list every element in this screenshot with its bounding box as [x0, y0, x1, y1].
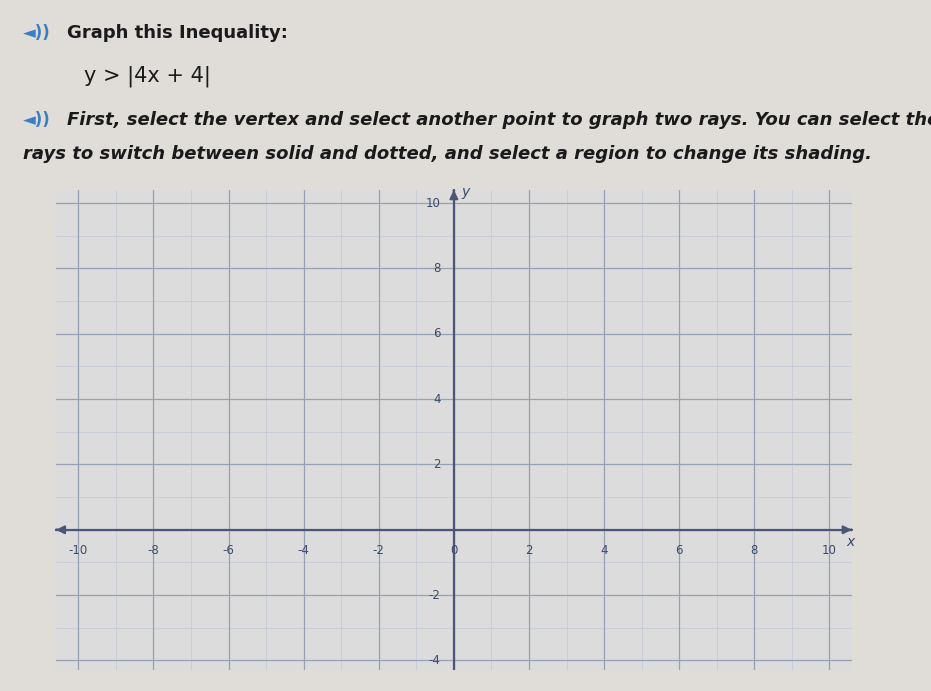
Text: -10: -10	[69, 545, 88, 558]
Text: -4: -4	[429, 654, 440, 667]
Text: 8: 8	[433, 262, 440, 275]
Text: 2: 2	[433, 458, 440, 471]
Text: -2: -2	[429, 589, 440, 602]
Text: 10: 10	[425, 197, 440, 209]
Text: 6: 6	[675, 545, 683, 558]
Text: -6: -6	[223, 545, 235, 558]
Text: 0: 0	[451, 545, 457, 558]
Text: ◄)): ◄))	[23, 111, 51, 129]
Text: y: y	[461, 184, 469, 198]
Text: 2: 2	[525, 545, 533, 558]
Text: -8: -8	[148, 545, 159, 558]
Text: 4: 4	[600, 545, 608, 558]
Text: rays to switch between solid and dotted, and select a region to change its shadi: rays to switch between solid and dotted,…	[23, 145, 872, 163]
Text: -4: -4	[298, 545, 310, 558]
Text: First, select the vertex and select another point to graph two rays. You can sel: First, select the vertex and select anot…	[67, 111, 931, 129]
Text: y > |4x + 4|: y > |4x + 4|	[84, 66, 210, 87]
Text: 10: 10	[822, 545, 837, 558]
Text: -2: -2	[372, 545, 385, 558]
Text: ◄)): ◄))	[23, 24, 51, 42]
Text: 6: 6	[433, 328, 440, 340]
Text: x: x	[846, 536, 854, 549]
Text: 4: 4	[433, 392, 440, 406]
Text: Graph this Inequality:: Graph this Inequality:	[67, 24, 288, 42]
Text: 8: 8	[750, 545, 758, 558]
